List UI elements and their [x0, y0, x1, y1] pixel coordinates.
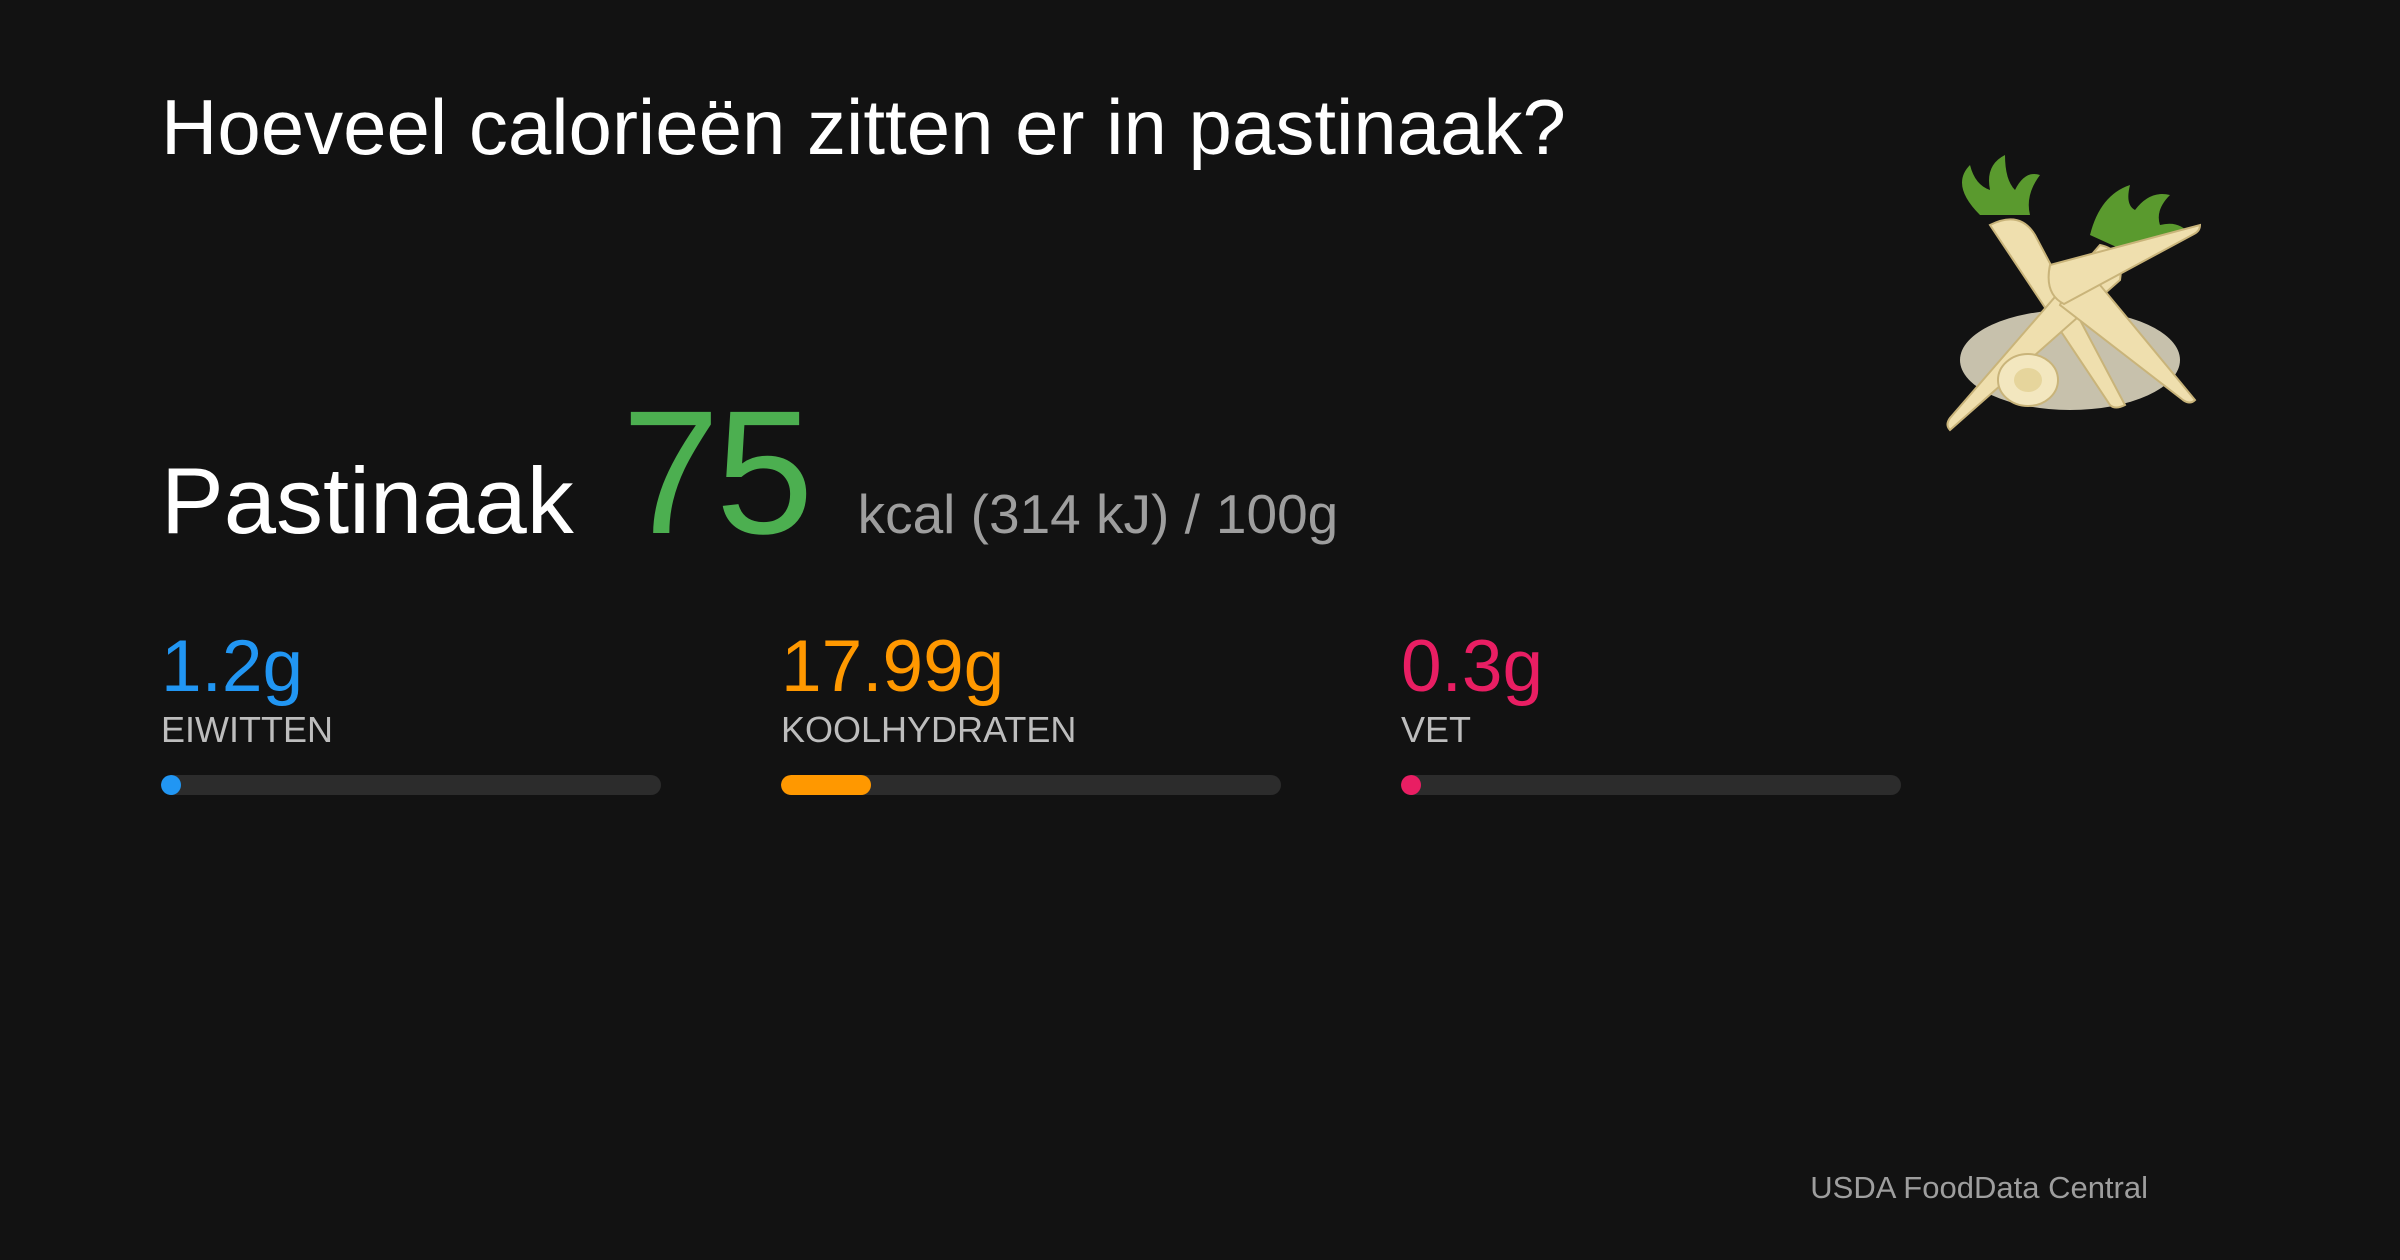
macro-label: VET	[1401, 709, 1472, 750]
macro-label: EIWITTEN	[161, 709, 333, 750]
macro-value: 0.3g	[1401, 626, 1544, 707]
kcal-value: 75	[621, 375, 814, 571]
macro-bar	[1401, 775, 1421, 795]
kcal-unit: kcal (314 kJ) /100g	[858, 482, 1339, 546]
macro-bar	[161, 775, 181, 795]
macro-value: 1.2g	[161, 626, 304, 707]
macro: 0.3g VET	[1401, 630, 1901, 795]
unit-text: kcal (314 kJ) /	[857, 483, 1200, 545]
source: USDA FoodData Central	[1810, 1170, 2148, 1205]
macro-track	[161, 775, 661, 795]
macro-bar	[781, 775, 871, 795]
macro: 17.99g KOOLHYDRATEN	[781, 630, 1281, 795]
title: Hoeveel calorieën zitten er in pastinaak…	[161, 83, 1566, 171]
macro: 1.2g EIWITTEN	[161, 630, 661, 795]
food-name: Pastinaak	[161, 448, 574, 553]
headline: Pastinaak 75 kcal (314 kJ) /100g	[161, 385, 1338, 561]
serving: 100g	[1215, 483, 1339, 545]
parsnip-illustration	[1946, 155, 2202, 432]
macro-track	[781, 775, 1281, 795]
macro-label: KOOLHYDRATEN	[781, 709, 1077, 750]
macro-value: 17.99g	[781, 626, 1005, 707]
macro-track	[1401, 775, 1901, 795]
